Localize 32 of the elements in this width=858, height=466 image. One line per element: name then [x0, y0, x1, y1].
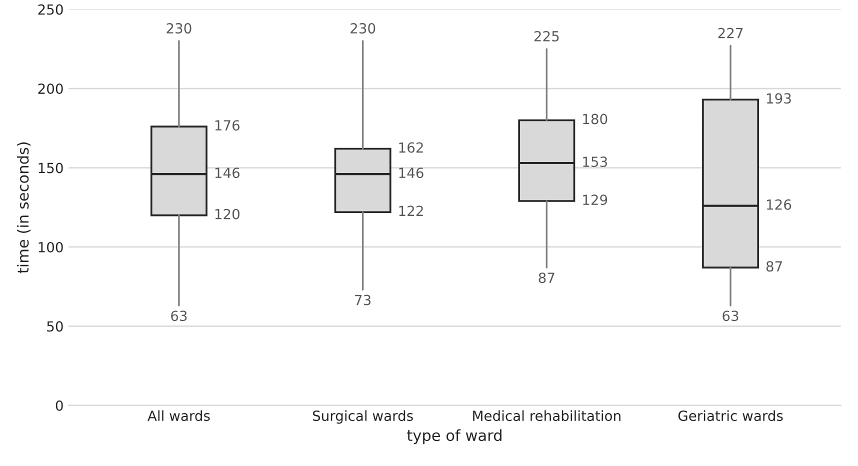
y-tick-label: 0: [56, 400, 63, 411]
annotation: 126: [766, 199, 792, 210]
x-axis-title: type of ward: [407, 429, 502, 444]
annotation: 227: [718, 28, 743, 38]
x-tick-label: Surgical wards: [312, 410, 413, 424]
annotation: 162: [399, 142, 423, 153]
annotation: 153: [583, 156, 607, 168]
annotation: 87: [538, 272, 554, 284]
annotation: 122: [399, 206, 423, 216]
annotation: 63: [171, 310, 187, 322]
annotation: 63: [722, 310, 738, 322]
y-tick-label: 100: [38, 242, 63, 252]
annotation: 230: [166, 23, 192, 34]
y-tick-label: 250: [38, 4, 63, 15]
y-tick-label: 150: [38, 162, 63, 174]
x-tick-label: Medical rehabilitation: [473, 410, 620, 422]
annotation: 176: [215, 120, 240, 131]
y-tick-label: 200: [38, 84, 63, 94]
annotation: 73: [355, 294, 371, 306]
annotation: 129: [583, 194, 608, 206]
annotation: 146: [399, 168, 424, 178]
x-tick-label: All wards: [148, 410, 210, 422]
annotation: 193: [766, 93, 791, 104]
annotation: 120: [215, 208, 240, 220]
y-tick-label: 50: [47, 321, 63, 332]
x-tick-label: Geriatric wards: [678, 410, 783, 422]
annotation: 180: [583, 114, 608, 124]
annotation: 230: [350, 23, 376, 34]
annotation: 87: [766, 261, 782, 272]
annotation: 225: [534, 30, 559, 42]
y-axis-title: time (in seconds): [16, 142, 31, 274]
annotation: 146: [215, 168, 240, 178]
